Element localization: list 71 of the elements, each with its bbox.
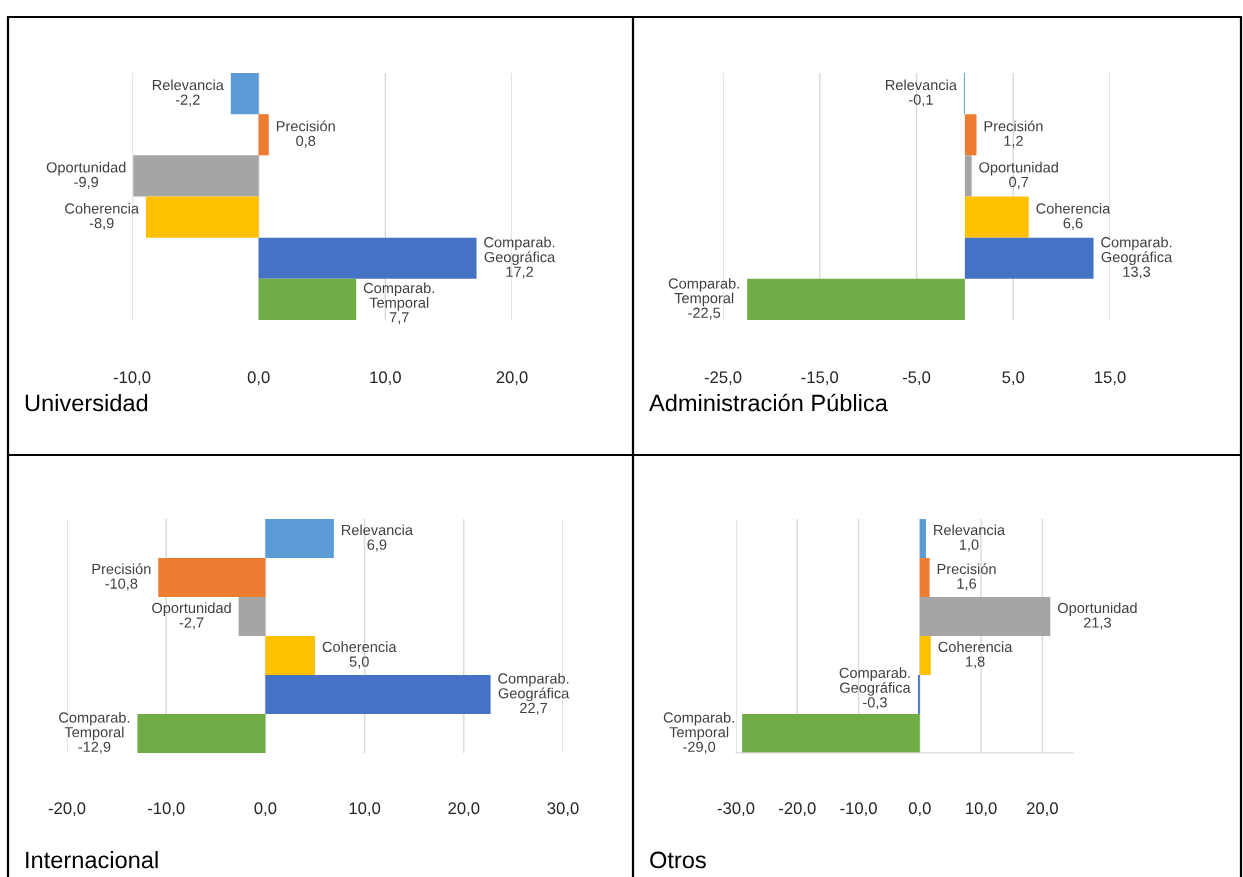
bar — [964, 114, 977, 156]
bar — [919, 558, 930, 598]
data-label: Relevancia -2,2 — [152, 79, 224, 107]
x-tick-label: -15,0 — [801, 371, 839, 386]
bar — [964, 237, 1094, 279]
text: Universidad — [25, 393, 148, 412]
x-tick-label: -30,0 — [717, 802, 755, 817]
data-label: Relevancia 1,0 — [934, 524, 1006, 552]
bar — [133, 155, 259, 197]
text: Administración Pública — [649, 393, 888, 412]
bar — [265, 674, 491, 714]
x-tick-label: 20,0 — [496, 371, 528, 386]
bar — [742, 713, 920, 753]
data-label: Relevancia -0,1 — [886, 79, 957, 107]
x-tick-label: 0,0 — [254, 802, 277, 817]
data-label: Coherencia -8,9 — [65, 202, 139, 231]
data-label: Comparab. Geográfica -0,3 — [839, 667, 911, 710]
bar — [137, 713, 266, 753]
data-label: Comparab. Geográfica 22,7 — [498, 672, 570, 715]
text: Internacional — [26, 850, 158, 869]
x-tick-label: 10,0 — [349, 802, 381, 817]
data-label: Coherencia 5,0 — [322, 641, 397, 669]
x-tick-label: -10,0 — [147, 802, 185, 817]
data-label: Oportunidad 21,3 — [1057, 602, 1137, 630]
x-tick-label: -5,0 — [902, 371, 931, 386]
x-tick-label: -10,0 — [113, 371, 151, 386]
data-label: Coherencia 6,6 — [1036, 202, 1111, 231]
x-tick-label: 15,0 — [1095, 371, 1126, 386]
data-label: Precisión 0,8 — [276, 120, 335, 148]
x-tick-label: 0,0 — [908, 802, 931, 817]
x-tick-label: 20,0 — [1026, 802, 1058, 817]
bar — [258, 278, 357, 320]
bar — [919, 519, 926, 559]
x-tick-label: -20,0 — [779, 802, 816, 817]
bar — [230, 73, 259, 115]
data-label: Precisión -10,8 — [92, 563, 151, 591]
x-tick-label: 10,0 — [966, 802, 997, 817]
data-label: Precisión 1,6 — [937, 563, 996, 591]
bar — [265, 519, 334, 559]
data-label: Oportunidad -9,9 — [46, 161, 126, 189]
bar — [238, 597, 266, 636]
bar — [158, 558, 266, 598]
data-label: Comparab. Temporal -22,5 — [668, 277, 739, 320]
data-label: Comparab. Geográfica 17,2 — [484, 236, 556, 279]
bar — [265, 636, 315, 675]
data-label: Oportunidad -2,7 — [152, 602, 231, 630]
x-tick-label: 30,0 — [547, 802, 579, 817]
x-tick-label: -25,0 — [704, 371, 742, 386]
data-label: Relevancia 6,9 — [341, 524, 413, 552]
data-label: Comparab. Temporal 7,7 — [363, 282, 434, 325]
x-tick-label: 5,0 — [1002, 371, 1025, 386]
bar — [919, 636, 931, 675]
bar — [964, 196, 1029, 238]
x-tick-label: -20,0 — [48, 802, 86, 817]
bar — [964, 155, 972, 197]
data-label: Comparab. Geográfica 13,3 — [1101, 236, 1173, 279]
bar — [258, 237, 477, 279]
bar — [919, 597, 1051, 636]
data-label: Comparab. Temporal -29,0 — [663, 711, 734, 754]
data-label: Oportunidad 0,7 — [979, 161, 1058, 189]
data-label: Comparab. Temporal -12,9 — [59, 711, 130, 754]
bar — [747, 278, 965, 320]
data-label: Precisión 1,2 — [984, 120, 1043, 148]
data-label: Coherencia 1,8 — [938, 641, 1013, 669]
text: Otros — [650, 851, 706, 869]
bar — [258, 114, 269, 156]
x-tick-label: 0,0 — [247, 371, 270, 386]
x-tick-label: 10,0 — [370, 371, 401, 386]
bar — [145, 196, 259, 238]
x-tick-label: -10,0 — [840, 802, 877, 817]
x-tick-label: 20,0 — [448, 802, 480, 817]
